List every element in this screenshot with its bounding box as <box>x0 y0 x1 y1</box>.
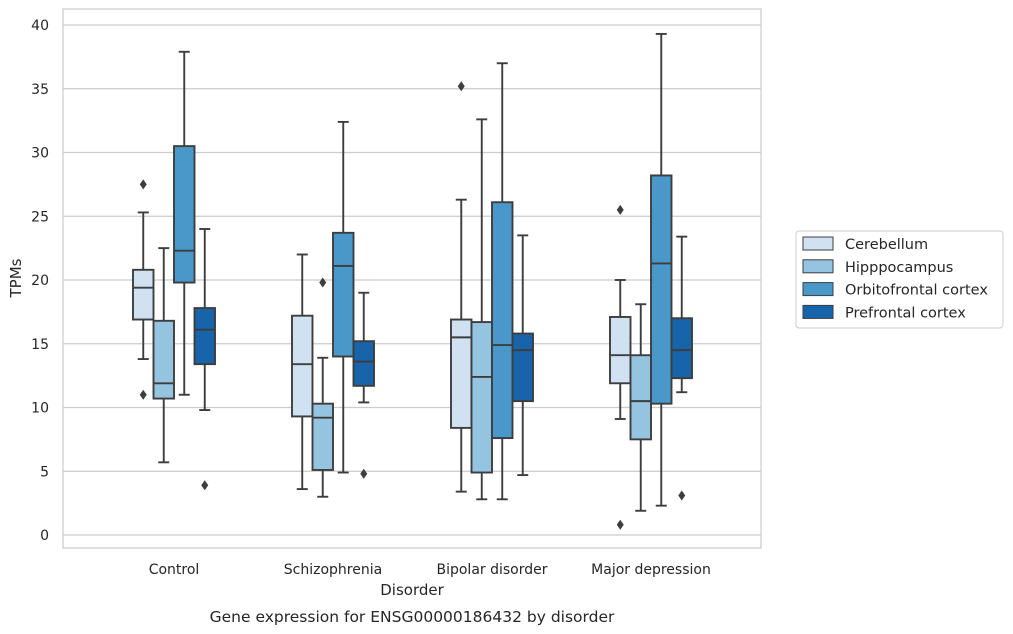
outlier-point <box>616 519 624 530</box>
outlier-point <box>616 204 624 215</box>
box-hipppocampus <box>152 247 175 464</box>
box-hipppocampus <box>470 118 493 501</box>
box-orbitofrontal-cortex <box>332 120 355 474</box>
outlier-point <box>201 480 209 491</box>
outlier-point <box>139 389 147 400</box>
x-tick-label: Control <box>149 562 200 578</box>
y-tick-label: 25 <box>31 209 49 225</box>
y-tick-label: 20 <box>31 273 49 289</box>
iqr-box <box>670 317 693 380</box>
x-tick-labels: Control Schizophrenia Bipolar disorder Majo… <box>149 562 711 578</box>
iqr-box <box>650 174 673 405</box>
y-tick-label: 10 <box>31 401 49 417</box>
legend: Cerebellum Hipppocampus Orbitofrontal cort… <box>795 230 1004 329</box>
legend-label: Orbitofrontal cortex <box>845 283 988 299</box>
y-tick-label: 30 <box>31 146 49 162</box>
legend-frame <box>795 230 1004 329</box>
legend-label: Cerebellum <box>845 237 928 253</box>
legend-label: Prefrontal cortex <box>845 305 966 321</box>
x-tick-label: Bipolar disorder <box>436 562 547 578</box>
outlier-point <box>360 468 368 479</box>
box-cerebellum <box>609 204 632 530</box>
legend-swatch <box>802 236 834 251</box>
iqr-box <box>511 332 534 403</box>
iqr-box <box>152 319 175 400</box>
box-cerebellum <box>450 81 473 493</box>
outlier-point <box>319 277 327 288</box>
box-orbitofrontal-cortex <box>173 50 196 396</box>
iqr-box <box>132 268 155 321</box>
legend-swatch <box>802 282 834 297</box>
box-prefrontal-cortex <box>193 228 216 491</box>
x-tick-label: Major depression <box>591 562 711 578</box>
iqr-box <box>450 318 473 429</box>
outlier-point <box>139 179 147 190</box>
y-tick-labels: 0 5 10 15 20 25 30 35 40 <box>31 18 49 544</box>
box-orbitofrontal-cortex <box>491 62 514 501</box>
chart-caption: Gene expression for ENSG00000186432 by d… <box>210 608 615 626</box>
y-gridlines <box>63 24 761 536</box>
y-tick-label: 15 <box>31 337 49 353</box>
iqr-box <box>470 321 493 474</box>
y-axis-title: TPMs <box>7 258 25 298</box>
y-tick-label: 35 <box>31 82 49 98</box>
iqr-box <box>629 354 652 441</box>
box-cerebellum <box>132 179 155 400</box>
box-orbitofrontal-cortex <box>650 32 673 507</box>
y-tick-label: 40 <box>31 18 49 34</box>
plot-frame <box>62 8 762 549</box>
box-prefrontal-cortex <box>511 234 534 477</box>
x-tick-label: Schizophrenia <box>284 562 382 578</box>
iqr-box <box>332 231 355 358</box>
outlier-point <box>678 490 686 501</box>
iqr-box <box>173 145 196 284</box>
y-tick-label: 5 <box>40 464 49 480</box>
box-groups <box>132 32 693 530</box>
iqr-box <box>193 307 216 366</box>
legend-swatch <box>802 259 834 274</box>
box-cerebellum <box>291 253 314 491</box>
x-axis-title: Disorder <box>380 581 444 599</box>
box-hipppocampus <box>311 277 334 498</box>
iqr-box <box>291 314 314 418</box>
legend-swatch <box>802 304 834 319</box>
box-prefrontal-cortex <box>352 291 375 479</box>
box-prefrontal-cortex <box>670 235 693 501</box>
iqr-box <box>311 402 334 471</box>
legend-label: Hipppocampus <box>845 260 953 276</box>
y-tick-label: 0 <box>40 528 49 544</box>
iqr-box <box>491 201 514 440</box>
outlier-point <box>457 81 465 92</box>
iqr-box <box>352 340 375 387</box>
iqr-box <box>609 316 632 385</box>
